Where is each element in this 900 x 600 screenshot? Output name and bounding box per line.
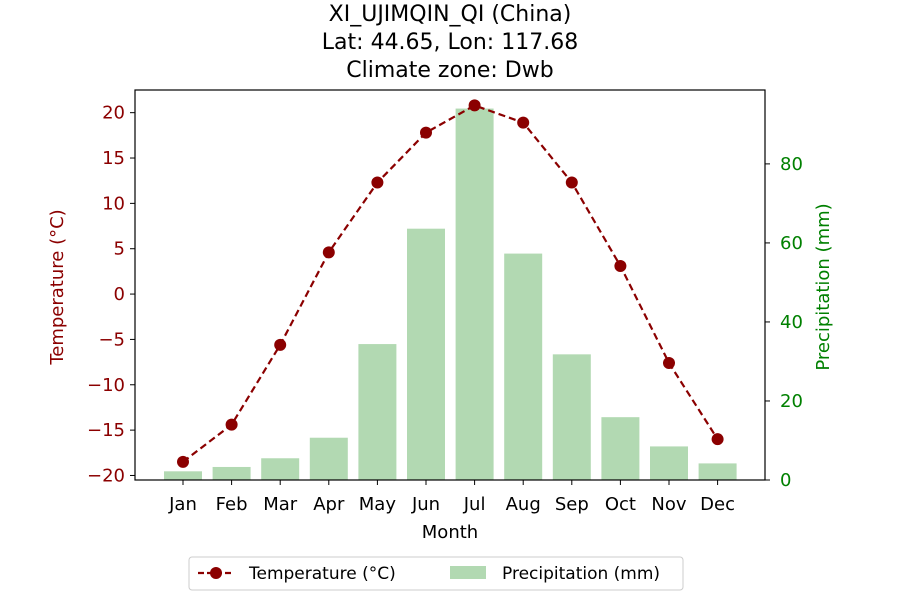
precipitation-bar-mar bbox=[261, 458, 300, 480]
x-tick-label-mar: Mar bbox=[263, 494, 298, 515]
precipitation-bar-jun bbox=[407, 228, 445, 480]
y-left-tick-label: −5 bbox=[98, 329, 125, 350]
temperature-point-dec bbox=[711, 433, 724, 446]
x-tick-label-jul: Jul bbox=[463, 494, 486, 515]
plot-frame bbox=[134, 89, 766, 481]
legend-precipitation-swatch-icon bbox=[450, 566, 486, 579]
y-right-tick-label: 60 bbox=[780, 233, 803, 254]
x-axis-label: Month bbox=[422, 522, 478, 543]
legend: Temperature (°C) Precipitation (mm) bbox=[188, 556, 684, 591]
temperature-point-mar bbox=[274, 338, 287, 351]
temperature-point-jun bbox=[420, 126, 432, 139]
precipitation-bar-feb bbox=[212, 466, 251, 480]
precipitation-bar-apr bbox=[309, 437, 348, 480]
x-tick-label-nov: Nov bbox=[651, 494, 686, 515]
y-left-tick-label: 0 bbox=[114, 284, 125, 305]
precipitation-bar-aug bbox=[504, 253, 543, 480]
temperature-point-sep bbox=[565, 176, 578, 189]
y-left-tick-label: 5 bbox=[114, 239, 125, 260]
y-right-tick-label: 80 bbox=[780, 154, 803, 175]
temperature-point-may bbox=[371, 176, 384, 189]
y-left-tick-label: 15 bbox=[102, 148, 125, 169]
y-axis-label-right: Precipitation (mm) bbox=[813, 203, 834, 370]
x-tick-label-oct: Oct bbox=[605, 494, 636, 515]
y-right-tick-label: 0 bbox=[780, 470, 791, 491]
y-right-tick-label: 20 bbox=[780, 391, 803, 412]
x-tick-label-jan: Jan bbox=[168, 494, 197, 515]
y-left-tick-label: −20 bbox=[87, 465, 125, 486]
precipitation-bar-jan bbox=[164, 471, 202, 480]
x-tick-label-jun: Jun bbox=[411, 494, 440, 515]
temperature-point-nov bbox=[663, 357, 675, 369]
temperature-series-line bbox=[182, 104, 719, 463]
temperature-point-jul bbox=[468, 99, 481, 112]
y-left-tick-label: 10 bbox=[102, 193, 125, 214]
y-left-tick-label: 20 bbox=[102, 103, 125, 124]
legend-precipitation-label: Precipitation (mm) bbox=[502, 564, 660, 584]
title-line-3: Climate zone: Dwb bbox=[346, 58, 553, 83]
x-tick-label-apr: Apr bbox=[313, 494, 345, 515]
axes: Jan Feb Mar Apr May Jun Jul Aug Sep Oct Nov Dec −20 −… bbox=[87, 89, 803, 515]
precipitation-bar-dec bbox=[698, 463, 737, 480]
temperature-point-oct bbox=[614, 259, 627, 272]
precipitation-bars bbox=[164, 108, 737, 481]
temperature-point-apr bbox=[322, 246, 335, 259]
x-tick-label-feb: Feb bbox=[216, 494, 248, 515]
temperature-point-aug bbox=[517, 116, 530, 129]
title-line-2: Lat: 44.65, Lon: 117.68 bbox=[322, 30, 578, 55]
precipitation-bar-nov bbox=[650, 446, 688, 480]
precipitation-bar-may bbox=[358, 344, 397, 480]
precipitation-bar-sep bbox=[552, 354, 591, 480]
x-tick-label-aug: Aug bbox=[506, 494, 541, 515]
x-tick-label-may: May bbox=[359, 494, 397, 515]
y-right-tick-label: 40 bbox=[780, 312, 803, 333]
chart-title: XI_UJIMQIN_QI (China) Lat: 44.65, Lon: 1… bbox=[322, 2, 578, 83]
temperature-line bbox=[177, 99, 724, 468]
precipitation-bar-oct bbox=[601, 417, 640, 480]
title-line-1: XI_UJIMQIN_QI (China) bbox=[329, 2, 572, 27]
x-tick-label-sep: Sep bbox=[555, 494, 589, 515]
y-left-tick-label: −15 bbox=[87, 420, 125, 441]
temperature-point-jan bbox=[177, 455, 189, 468]
precipitation-bar-jul bbox=[455, 108, 494, 481]
legend-frame bbox=[188, 556, 684, 591]
y-axis-label-left: Temperature (°C) bbox=[47, 209, 68, 365]
legend-temperature-label: Temperature (°C) bbox=[248, 564, 396, 584]
legend-temperature-marker-icon bbox=[210, 567, 222, 579]
y-left-tick-label: −10 bbox=[87, 375, 125, 396]
x-tick-label-dec: Dec bbox=[700, 494, 735, 515]
temperature-point-feb bbox=[225, 418, 238, 431]
